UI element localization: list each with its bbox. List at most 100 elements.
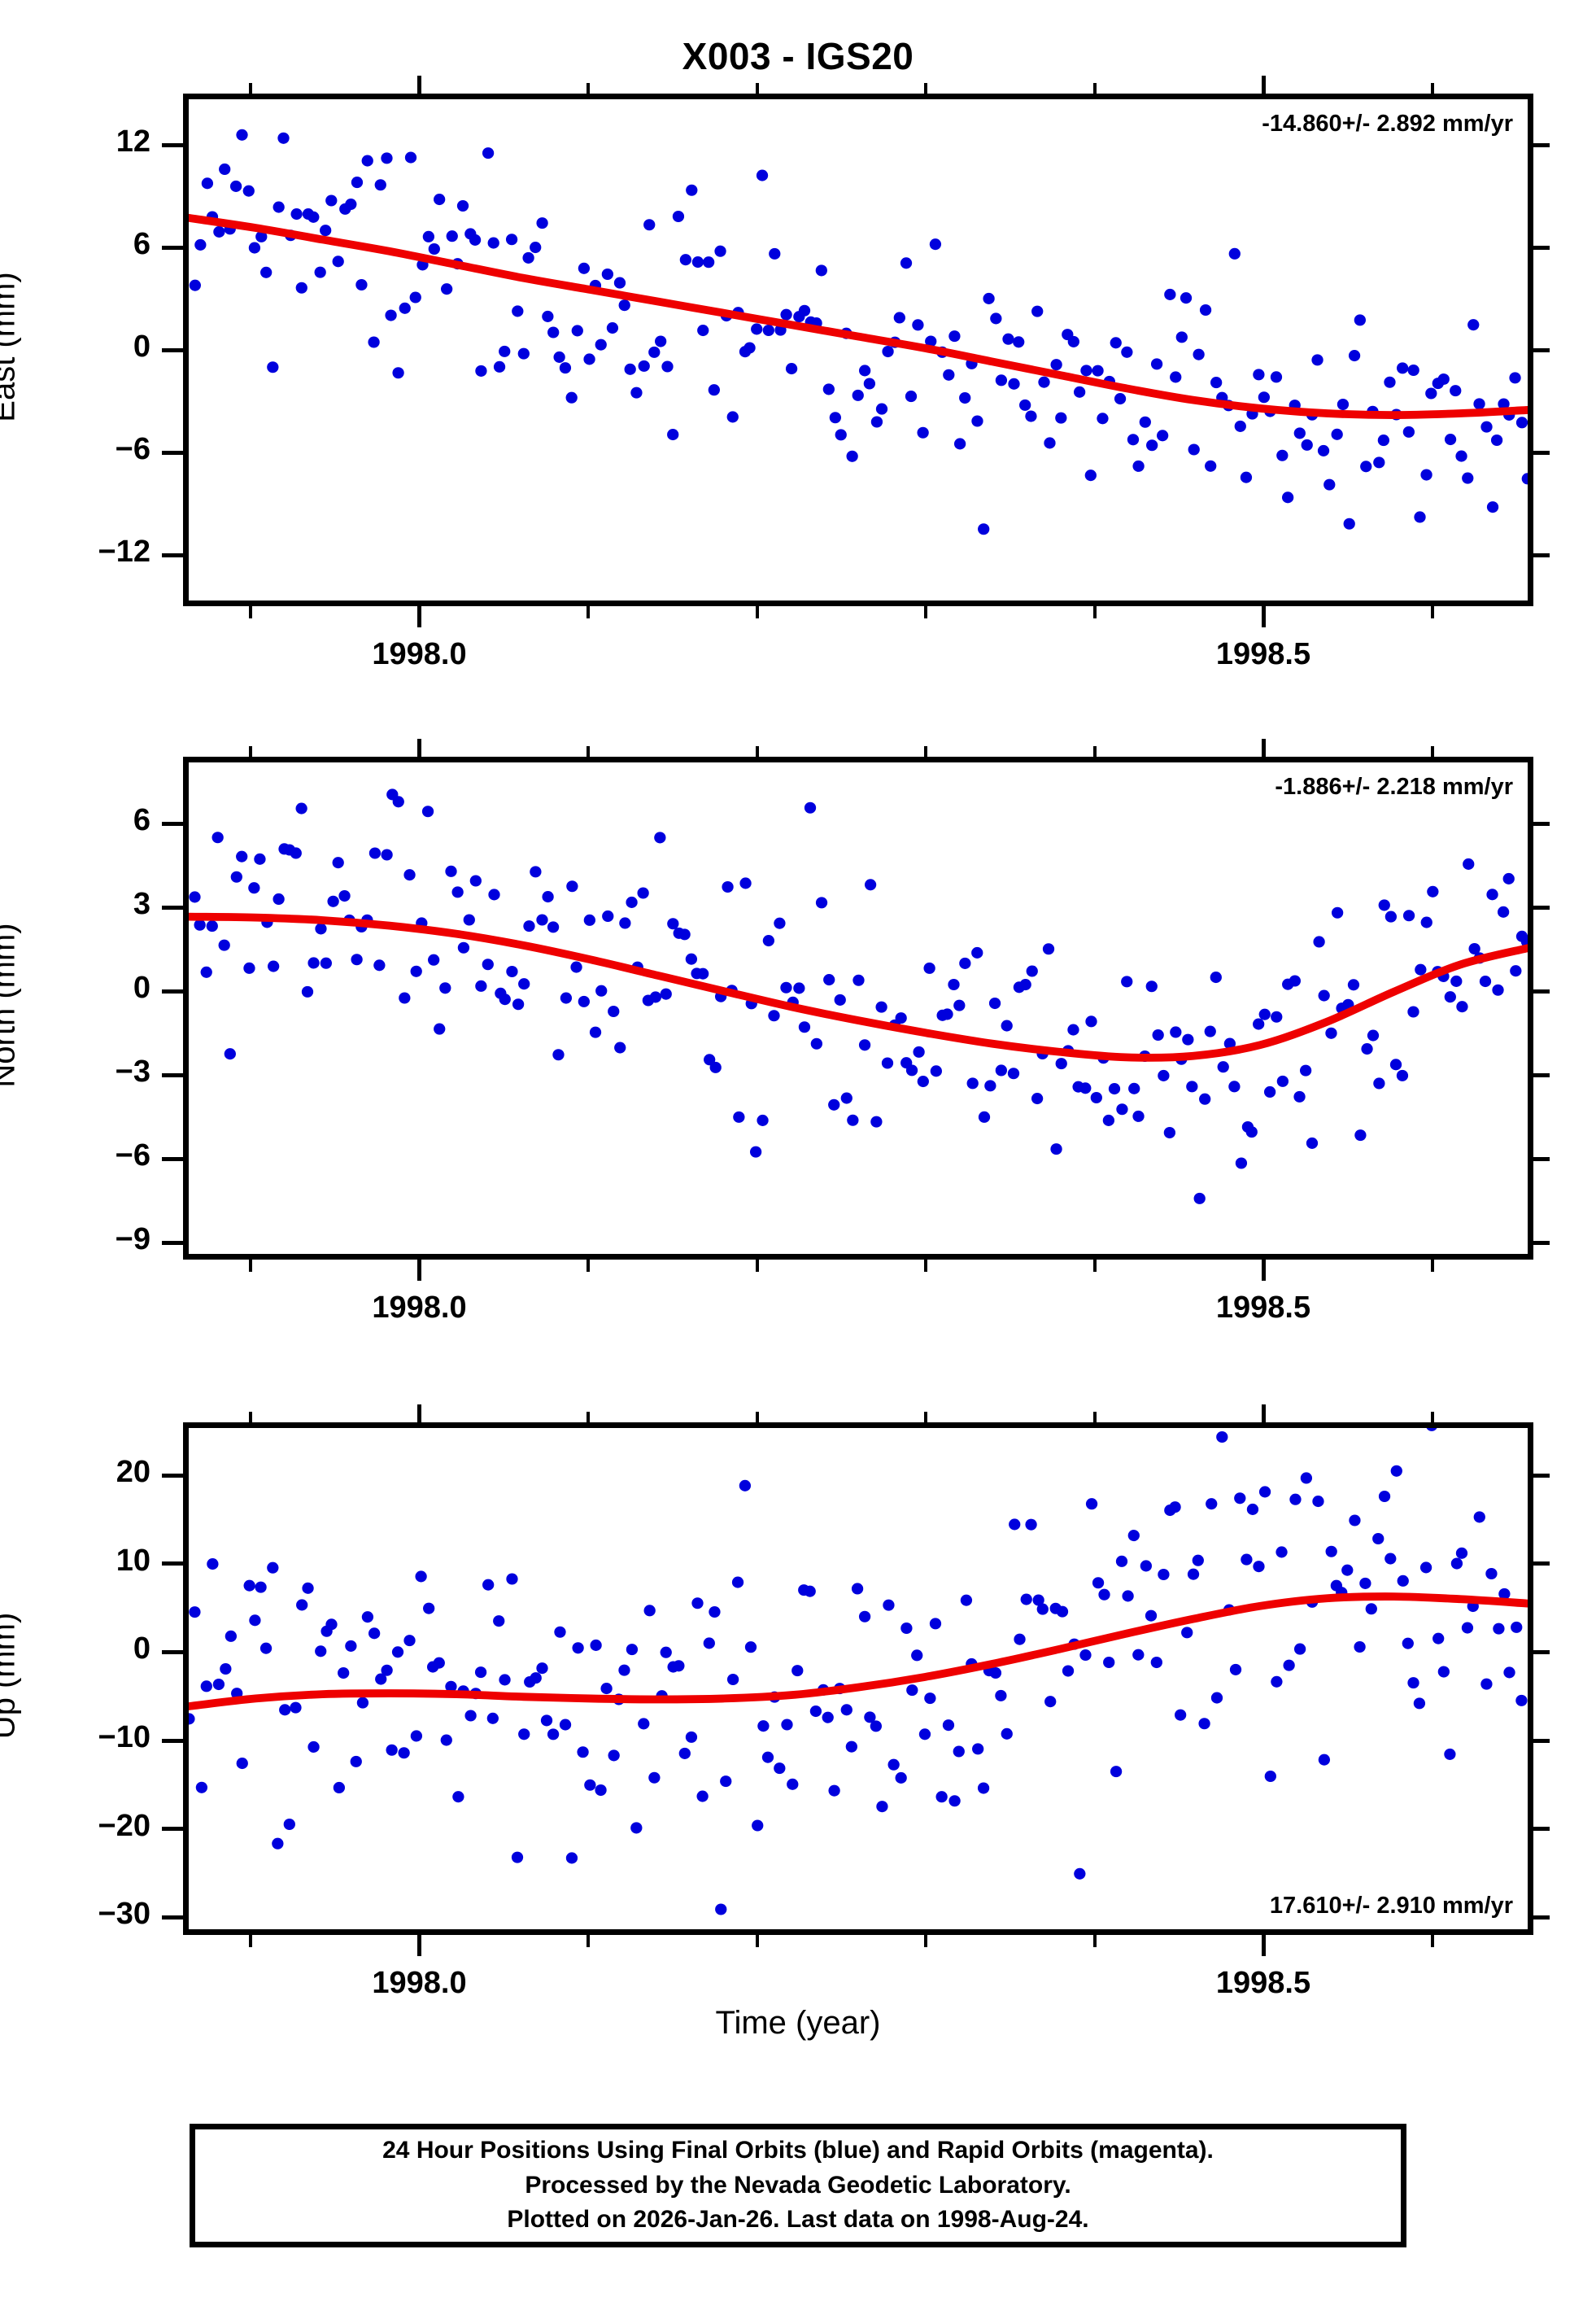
north-y-tick-label: 0 [133, 971, 150, 1006]
data-point [988, 998, 1001, 1010]
data-point [428, 954, 440, 966]
data-point [769, 247, 781, 260]
data-point [381, 1664, 393, 1676]
data-point [583, 914, 595, 926]
north-rate-label: -1.886+/- 2.218 mm/yr [1275, 774, 1513, 800]
data-point [1389, 1059, 1402, 1071]
data-point [381, 152, 393, 164]
data-point [1263, 1085, 1276, 1098]
up-y-tick-label: 10 [116, 1543, 150, 1578]
up-x-tick-top-minor [1430, 1412, 1434, 1422]
data-point [1062, 1665, 1075, 1677]
data-point [1079, 1649, 1092, 1662]
data-point [1492, 984, 1504, 996]
data-point [834, 994, 846, 1006]
data-point [630, 387, 643, 399]
data-point [404, 151, 417, 164]
data-point [785, 363, 798, 375]
data-point [505, 234, 518, 246]
data-point [1031, 1093, 1044, 1105]
data-point [895, 1012, 907, 1024]
data-point [815, 264, 827, 277]
data-point [268, 960, 280, 972]
data-point [673, 1660, 685, 1672]
data-point [608, 1749, 620, 1762]
data-point [1390, 1465, 1402, 1477]
data-point [463, 914, 475, 926]
data-point [978, 1111, 991, 1123]
data-point [1090, 1091, 1102, 1104]
data-point [325, 194, 338, 207]
data-point [1192, 1554, 1204, 1566]
data-point [361, 1611, 374, 1623]
data-point [1293, 1643, 1306, 1655]
data-point [1002, 333, 1014, 345]
data-point [595, 985, 608, 997]
data-point [332, 857, 344, 869]
data-point [1258, 1008, 1271, 1020]
data-point [995, 1064, 1007, 1077]
data-point [1341, 1564, 1354, 1576]
data-point [1282, 491, 1294, 504]
east-y-tick-right [1533, 347, 1550, 352]
data-point [255, 1581, 267, 1593]
data-point [953, 1745, 965, 1758]
data-point [225, 1630, 237, 1642]
north-x-tick-major [1261, 1260, 1266, 1281]
data-point [1258, 391, 1271, 404]
up-x-tick-minor [249, 1935, 252, 1947]
data-point [1132, 1649, 1145, 1661]
data-point [923, 962, 935, 974]
data-point [709, 1605, 721, 1618]
data-point [451, 886, 464, 898]
data-point [787, 1778, 799, 1790]
data-point [211, 832, 224, 844]
north-x-tick-minor [1092, 1260, 1097, 1272]
east-plot-area [189, 129, 1528, 535]
east-x-tick-top-minor [1430, 83, 1434, 94]
up-y-tick-label: 0 [133, 1631, 150, 1666]
data-point [911, 1649, 923, 1662]
data-point [1235, 1157, 1248, 1169]
data-point [930, 1065, 942, 1077]
data-point [595, 338, 607, 351]
data-point [709, 1061, 722, 1073]
data-point [1206, 1498, 1218, 1510]
data-point [577, 1746, 589, 1758]
data-point [512, 305, 524, 317]
data-point [1145, 1609, 1158, 1622]
east-y-tick [162, 245, 183, 250]
data-point [1044, 1696, 1057, 1708]
data-point [273, 893, 285, 906]
up-y-tick [162, 1915, 183, 1919]
data-point [572, 1642, 584, 1654]
north-x-tick-major [417, 1260, 421, 1281]
data-point [791, 1665, 804, 1677]
east-y-tick [162, 552, 183, 557]
east-y-tick-right [1533, 450, 1550, 455]
data-point [1150, 1656, 1162, 1669]
data-point [1425, 387, 1437, 400]
data-point [338, 1666, 350, 1679]
data-point [206, 920, 218, 932]
data-point [386, 1744, 398, 1756]
data-point [655, 335, 667, 347]
north-y-tick-label: −3 [115, 1055, 150, 1090]
data-point [1223, 1037, 1236, 1050]
data-point [1343, 518, 1355, 530]
data-point [1468, 942, 1480, 955]
data-point [1204, 1025, 1216, 1037]
data-point [1462, 472, 1474, 484]
up-x-tick-minor [587, 1935, 590, 1947]
data-point [296, 1599, 308, 1611]
data-point [189, 279, 201, 291]
data-point [762, 324, 774, 337]
data-point [1074, 1867, 1086, 1880]
data-point [1103, 1656, 1115, 1669]
data-point [1325, 1545, 1337, 1557]
data-point [565, 391, 578, 404]
data-point [1175, 331, 1188, 343]
data-point [1042, 943, 1055, 955]
data-point [925, 335, 937, 347]
